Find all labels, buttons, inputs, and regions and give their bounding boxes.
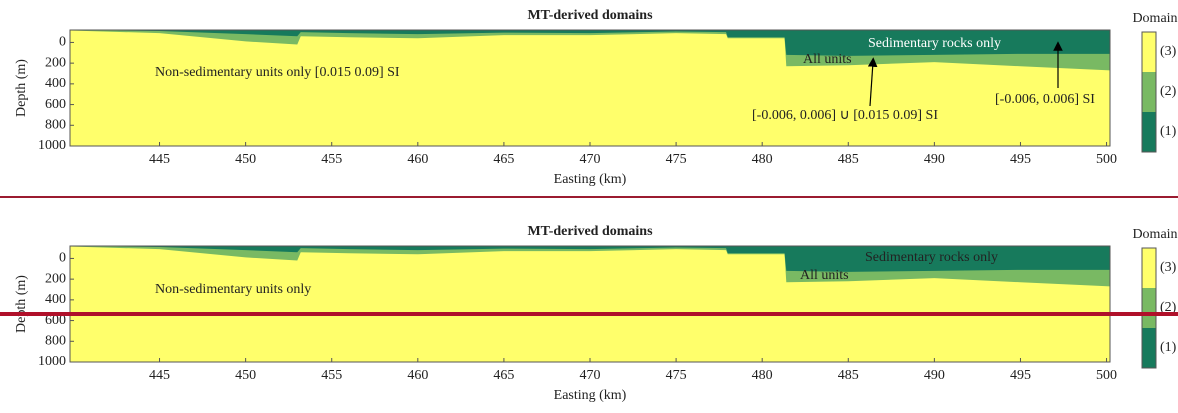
annotation: [-0.006, 0.006] ∪ [0.015 0.09] SI (752, 108, 938, 123)
y-tick-label: 0 (59, 251, 66, 266)
y-tick-label: 400 (45, 76, 66, 91)
x-tick-label: 455 (321, 152, 342, 167)
arrow (867, 57, 878, 107)
colorbar-frame (1141, 247, 1157, 369)
x-axis-label: Easting (km) (554, 172, 627, 187)
colorbar-swatch (1142, 288, 1156, 328)
x-tick-label: 470 (580, 152, 601, 167)
annotation: Sedimentary rocks only (868, 36, 1001, 51)
x-tick-label: 500 (1096, 152, 1117, 167)
chart-title: MT-derived domains (527, 8, 653, 23)
y-tick-label: 800 (45, 118, 66, 133)
y-tick-label: 200 (45, 55, 66, 70)
x-tick-label: 490 (924, 368, 945, 383)
legend-label: (2) (1160, 300, 1177, 315)
x-tick-label: 460 (407, 152, 428, 167)
x-tick-label: 465 (493, 152, 514, 167)
annotation: [-0.006, 0.006] SI (995, 92, 1095, 107)
y-axis-label: Depth (m) (14, 275, 29, 333)
x-tick-label: 470 (580, 368, 601, 383)
colorbar-swatch (1142, 32, 1156, 72)
y-tick-label: 1000 (38, 138, 66, 153)
y-tick-label: 600 (45, 97, 66, 112)
x-tick-label: 445 (149, 152, 170, 167)
x-tick-label: 450 (235, 152, 256, 167)
legend-label: (3) (1160, 260, 1177, 275)
annotation: Non-sedimentary units only (155, 282, 311, 297)
annotation: Non-sedimentary units only [0.015 0.09] … (155, 65, 400, 80)
y-tick-label: 0 (59, 35, 66, 50)
y-tick-label: 1000 (38, 354, 66, 369)
x-tick-label: 490 (924, 152, 945, 167)
chart-title: MT-derived domains (527, 224, 653, 239)
x-axis-label: Easting (km) (554, 388, 627, 403)
legend-label: (1) (1160, 124, 1177, 139)
x-tick-label: 495 (1010, 152, 1031, 167)
x-tick-label: 475 (666, 152, 687, 167)
colorbar-swatch (1142, 248, 1156, 288)
x-tick-label: 445 (149, 368, 170, 383)
annotation: Sedimentary rocks only (865, 250, 998, 265)
x-tick-label: 495 (1010, 368, 1031, 383)
x-tick-label: 485 (838, 368, 859, 383)
legend-title: Domain (1132, 227, 1177, 242)
x-tick-label: 450 (235, 368, 256, 383)
x-tick-label: 465 (493, 368, 514, 383)
x-tick-label: 485 (838, 152, 859, 167)
colorbar-swatch (1142, 112, 1156, 152)
colorbar-swatch (1142, 72, 1156, 112)
x-tick-label: 455 (321, 368, 342, 383)
legend-title: Domain (1132, 11, 1177, 26)
y-axis-label: Depth (m) (14, 59, 29, 117)
legend-label: (3) (1160, 44, 1177, 59)
domain-area (70, 30, 1110, 56)
y-tick-label: 800 (45, 334, 66, 349)
colorbar-frame (1141, 31, 1157, 153)
x-tick-label: 480 (752, 368, 773, 383)
legend-label: (2) (1160, 84, 1177, 99)
annotation: All units (803, 52, 852, 67)
y-tick-label: 200 (45, 271, 66, 286)
x-tick-label: 480 (752, 152, 773, 167)
y-tick-label: 600 (45, 313, 66, 328)
x-tick-label: 475 (666, 368, 687, 383)
annotation: All units (800, 268, 849, 283)
x-tick-label: 460 (407, 368, 428, 383)
legend-label: (1) (1160, 340, 1177, 355)
x-tick-label: 500 (1096, 368, 1117, 383)
domain-area (70, 246, 1110, 272)
colorbar-swatch (1142, 328, 1156, 368)
y-tick-label: 400 (45, 292, 66, 307)
